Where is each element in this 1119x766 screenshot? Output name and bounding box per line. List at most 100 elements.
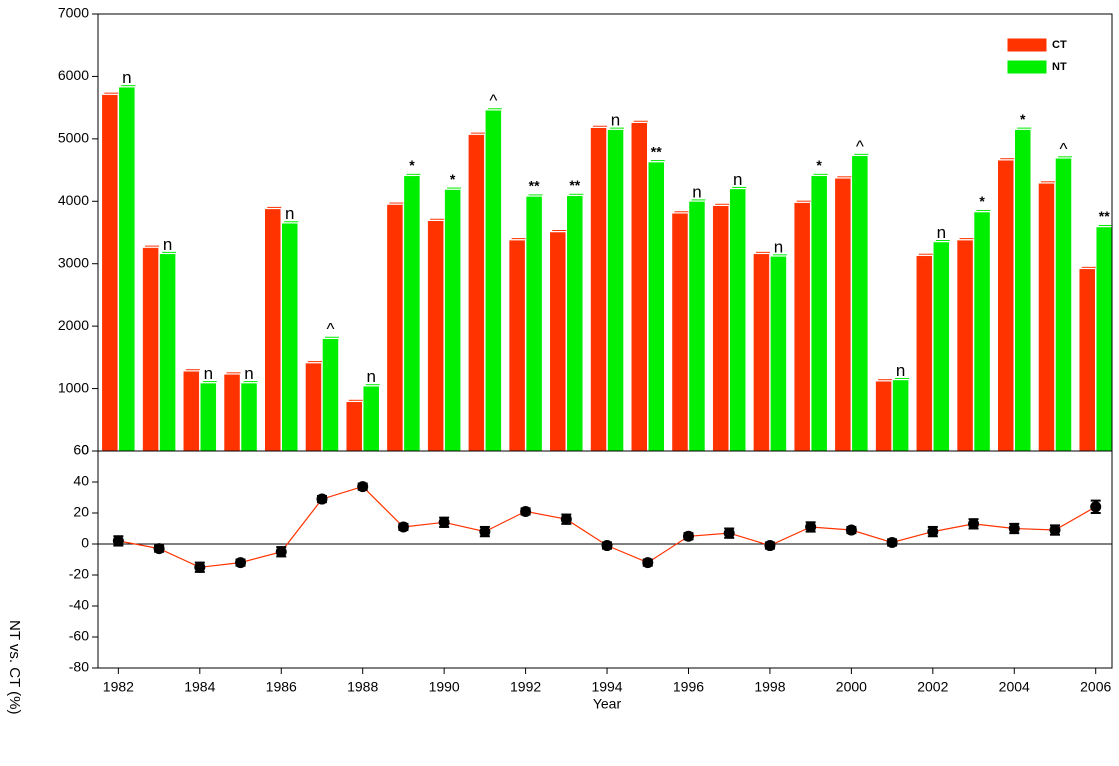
point [112,535,124,547]
point [845,524,857,536]
point [560,513,572,525]
point [1049,524,1061,536]
x-tick-label: 1988 [347,679,378,695]
point [235,557,247,569]
bar [526,196,542,452]
x-tick-label: 1996 [673,679,704,695]
x-tick-label: 2000 [836,679,867,695]
bar [509,240,525,452]
significance-label: ^ [326,320,334,339]
point [723,527,735,539]
bar [200,383,217,452]
y-tick-label: 2000 [58,317,89,333]
significance-label: ^ [1059,139,1067,158]
y-tick-label: 0 [81,442,89,458]
legend-label: NT [1052,61,1067,73]
legend-swatch [1007,38,1047,52]
y-tick-label: 5000 [58,130,89,146]
x-tick-label: 1986 [266,679,297,695]
bar [241,383,257,452]
bar [672,213,688,452]
bar [444,189,461,452]
point [927,526,939,538]
y-tick-label: -40 [69,597,89,613]
bar [729,189,746,452]
significance-label: n [937,223,946,242]
bar [852,156,868,452]
point [397,521,409,533]
bar [933,242,950,452]
significance-label: * [1020,111,1026,127]
x-tick-label: 1998 [754,679,785,695]
point [479,526,491,538]
plot-frame [97,450,1113,669]
significance-label: n [244,364,253,383]
significance-label: ** [569,177,580,193]
bar [346,402,362,452]
bar [811,176,827,452]
point [682,530,694,542]
bar [427,221,444,452]
significance-label: n [733,170,742,189]
significance-label: ^ [489,91,497,110]
x-tick-label: 2006 [1080,679,1111,695]
bar [159,254,176,452]
x-tick-label: 2002 [917,679,948,695]
bar [1079,269,1095,452]
bar [916,255,933,452]
bar [363,386,379,452]
bar [119,87,135,452]
y-tick-label: 20 [73,504,89,520]
y-tick-label: 6000 [58,67,89,83]
bar [142,247,159,452]
point [1008,523,1020,534]
significance-label: ** [529,178,540,194]
significance-label: ^ [856,137,864,156]
significance-label: n [896,361,905,380]
y-tick-label: 7000 [58,5,89,21]
y-tick-label: 4000 [58,192,89,208]
significance-label: * [409,157,415,173]
bar [1055,158,1072,452]
bar [485,110,502,452]
point [275,546,287,558]
point [153,543,165,555]
y-tick-label: 60 [73,442,89,458]
bar [794,202,810,452]
significance-label: n [774,237,783,256]
x-tick-label: 1990 [429,679,460,695]
bar [282,223,298,452]
bar [550,232,566,452]
bar [1015,129,1031,452]
bar [322,339,339,452]
y-tick-label: 40 [73,473,89,489]
bar [648,162,665,452]
y-tick-label: 1000 [58,379,89,395]
bar [631,123,648,452]
legend-label: CT [1052,39,1067,51]
x-tick-label: 2004 [999,679,1030,695]
bar [875,381,892,452]
bar [224,374,240,452]
bar [753,254,770,452]
bar [892,380,909,452]
point [194,561,206,573]
significance-label: * [816,157,822,173]
bar [607,129,624,452]
bar [974,212,990,452]
bar [265,209,281,452]
point [520,505,532,517]
bar [567,196,583,452]
bar [387,204,403,452]
bar [468,134,485,452]
point [357,481,369,493]
bar [712,206,729,452]
significance-label: ** [651,143,662,159]
x-axis-label: Year [593,696,622,712]
significance-label: n [122,68,131,87]
y-axis-label: NT vs. CT (%) [6,620,23,714]
point [968,518,980,530]
point [601,540,613,552]
point [805,521,817,533]
